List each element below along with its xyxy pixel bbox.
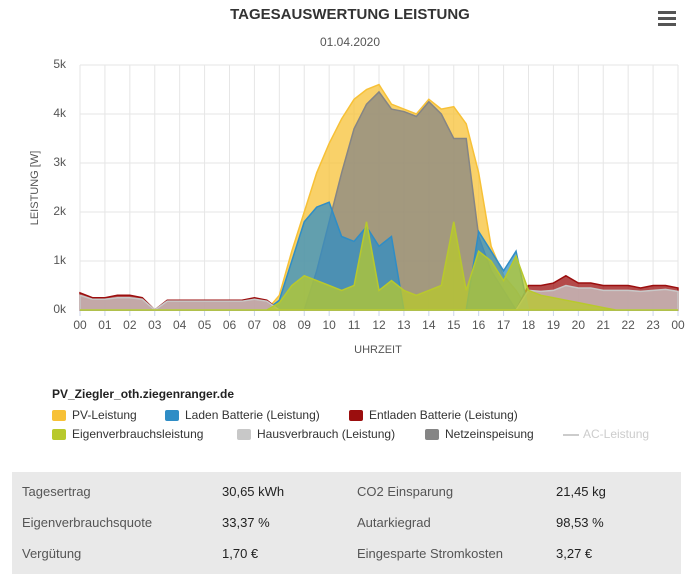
summary-value: 98,53 % xyxy=(556,515,604,530)
legend-label: Eigenverbrauchsleistung xyxy=(72,427,203,441)
x-tick-label: 07 xyxy=(248,318,262,332)
x-tick-label: 15 xyxy=(447,318,461,332)
legend-label: Hausverbrauch (Leistung) xyxy=(257,427,395,441)
legend-item[interactable]: Eigenverbrauchsleistung xyxy=(52,427,203,441)
x-tick-label: 04 xyxy=(173,318,187,332)
menu-bar xyxy=(658,11,676,14)
chart-subtitle: 01.04.2020 xyxy=(320,35,380,49)
legend-item[interactable]: Hausverbrauch (Leistung) xyxy=(237,427,395,441)
x-tick-label: 14 xyxy=(422,318,436,332)
x-tick-label: 05 xyxy=(198,318,212,332)
summary-label: CO2 Einsparung xyxy=(357,484,454,499)
summary-value: 33,37 % xyxy=(222,515,270,530)
y-tick-label: 5k xyxy=(53,57,67,71)
menu-bar xyxy=(658,23,676,26)
summary-label: Eigenverbrauchsquote xyxy=(22,515,153,530)
legend-item[interactable]: Netzeinspeisung xyxy=(425,427,534,441)
x-tick-label: 09 xyxy=(298,318,312,332)
legend-symbol xyxy=(52,410,66,421)
x-tick-label: 03 xyxy=(148,318,162,332)
x-tick-label: 22 xyxy=(621,318,635,332)
x-tick-label: 13 xyxy=(397,318,411,332)
legend-item[interactable]: Laden Batterie (Leistung) xyxy=(165,408,320,422)
x-tick-label: 01 xyxy=(98,318,112,332)
summary-label: Eingesparte Stromkosten xyxy=(357,546,503,561)
legend-label: Laden Batterie (Leistung) xyxy=(185,408,320,422)
legend-item[interactable]: PV-Leistung xyxy=(52,408,137,422)
x-tick-label: 06 xyxy=(223,318,237,332)
summary-value: 30,65 kWh xyxy=(222,484,285,499)
legend-symbol xyxy=(349,410,363,421)
x-tick-label: 19 xyxy=(547,318,561,332)
y-tick-label: 3k xyxy=(53,155,67,169)
area-series xyxy=(80,221,678,311)
y-axis-label: LEISTUNG [W] xyxy=(29,151,41,226)
summary-value: 1,70 € xyxy=(222,546,259,561)
x-axis-label: UHRZEIT xyxy=(354,344,402,356)
x-tick-label: 23 xyxy=(646,318,660,332)
chart-title: TAGESAUSWERTUNG LEISTUNG xyxy=(230,6,470,23)
y-tick-label: 4k xyxy=(53,106,67,120)
x-tick-label: 12 xyxy=(372,318,386,332)
y-tick-label: 2k xyxy=(53,204,67,218)
x-tick-label: 00 xyxy=(671,318,685,332)
x-tick-label: 16 xyxy=(472,318,486,332)
x-tick-label: 08 xyxy=(273,318,287,332)
summary-label: Vergütung xyxy=(22,546,82,561)
legend-item[interactable]: Entladen Batterie (Leistung) xyxy=(349,408,518,422)
x-tick-label: 21 xyxy=(597,318,611,332)
legend-label: AC-Leistung xyxy=(583,427,649,441)
legend-item[interactable]: AC-Leistung xyxy=(563,427,649,441)
x-tick-label: 00 xyxy=(73,318,87,332)
x-tick-label: 10 xyxy=(322,318,336,332)
x-tick-label: 02 xyxy=(123,318,137,332)
menu-button[interactable] xyxy=(658,11,676,26)
legend-symbol xyxy=(52,429,66,440)
legend-symbol xyxy=(165,410,179,421)
summary-label: Tagesertrag xyxy=(22,484,91,499)
y-tick-label: 0k xyxy=(53,302,67,316)
summary-table: Tagesertrag 30,65 kWh CO2 Einsparung 21,45 … xyxy=(12,472,681,574)
x-tick-label: 11 xyxy=(348,318,361,332)
legend-title: PV_Ziegler_oth.ziegenranger.de xyxy=(52,387,234,401)
x-tick-label: 20 xyxy=(572,318,586,332)
legend-label: Netzeinspeisung xyxy=(445,427,534,441)
summary-label: Autarkiegrad xyxy=(357,515,431,530)
x-tick-label: 17 xyxy=(497,318,511,332)
legend-symbol xyxy=(237,429,251,440)
chart: TAGESAUSWERTUNG LEISTUNG 01.04.2020 LEIS… xyxy=(29,6,685,441)
legend-symbol xyxy=(425,429,439,440)
legend-label: PV-Leistung xyxy=(72,408,137,422)
summary-value: 3,27 € xyxy=(556,546,593,561)
legend-label: Entladen Batterie (Leistung) xyxy=(369,408,518,422)
summary-value: 21,45 kg xyxy=(556,484,606,499)
y-tick-label: 1k xyxy=(53,253,67,267)
menu-bar xyxy=(658,17,676,20)
x-tick-label: 18 xyxy=(522,318,536,332)
